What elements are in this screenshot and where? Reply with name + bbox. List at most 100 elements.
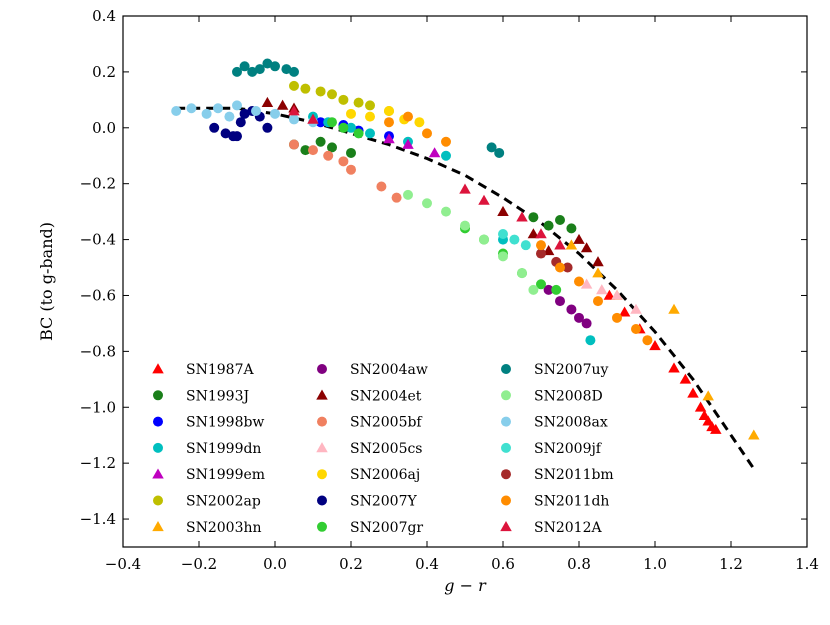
series-sn2006aj [346, 106, 425, 128]
legend-item: SN2011bm [501, 467, 614, 483]
legend-label: SN2003hn [186, 520, 262, 536]
data-point [543, 284, 554, 295]
x-tick-label: 0.4 [415, 555, 439, 573]
legend-item: SN2004et [316, 388, 422, 404]
series-sn1987a [603, 289, 722, 434]
legend-item: SN2005bf [317, 415, 423, 431]
data-point [251, 106, 261, 117]
data-point [327, 117, 337, 128]
data-point [327, 89, 337, 100]
y-tick-label: 0.2 [92, 63, 116, 81]
data-point [414, 117, 425, 128]
data-point [555, 296, 565, 307]
legend-item: SN2008D [501, 388, 603, 404]
data-point [376, 181, 387, 192]
data-point [516, 211, 528, 222]
data-point [220, 128, 231, 139]
x-tick-label: 1.0 [643, 555, 667, 573]
legend-label: SN2005bf [350, 415, 423, 431]
legend-marker [317, 521, 327, 532]
legend-item: SN1998bw [153, 415, 264, 431]
y-tick-label: −0.6 [80, 286, 116, 304]
data-point [315, 86, 326, 97]
data-point [580, 242, 593, 253]
legend-marker [501, 416, 511, 427]
legend-marker [317, 469, 327, 480]
data-point [346, 164, 356, 175]
data-point [574, 312, 584, 323]
data-point [585, 335, 596, 346]
data-point [554, 239, 566, 250]
data-point [289, 80, 299, 91]
data-point [270, 108, 280, 119]
legend-marker [501, 364, 511, 374]
legend-marker [316, 389, 328, 400]
legend-item: SN2002ap [153, 494, 261, 510]
legend-item: SN2009jf [501, 441, 603, 457]
data-point [239, 61, 250, 72]
legend-label: SN2011bm [534, 467, 614, 483]
data-point [300, 145, 311, 156]
data-point [224, 111, 235, 122]
legend-item: SN1993J [153, 388, 249, 404]
legend-label: SN2005cs [350, 441, 423, 457]
data-point [307, 113, 319, 124]
data-point [288, 105, 300, 116]
data-point [346, 108, 356, 119]
data-point [403, 111, 413, 122]
data-point [593, 296, 603, 307]
data-point [592, 267, 604, 278]
x-tick-label: −0.2 [181, 555, 217, 573]
series-sn2008ax [171, 100, 318, 128]
data-point [528, 284, 539, 295]
data-point [289, 114, 299, 125]
data-point [365, 111, 375, 122]
data-point [631, 324, 641, 335]
data-point [679, 373, 692, 384]
data-point [270, 61, 280, 72]
data-point [186, 103, 197, 114]
data-point [566, 304, 577, 315]
data-point [315, 136, 326, 147]
y-tick-label: −1.0 [80, 398, 116, 416]
data-point [261, 96, 274, 107]
legend-item: SN1987A [152, 362, 254, 378]
series-sn2012a [288, 105, 566, 250]
data-point [232, 66, 242, 77]
data-point [391, 192, 402, 203]
legend-label: SN1999dn [186, 441, 261, 457]
data-point [209, 122, 220, 133]
y-tick-label: −1.4 [80, 510, 116, 528]
data-point [402, 138, 414, 149]
data-point [592, 256, 604, 267]
data-point [536, 279, 546, 290]
data-point [748, 429, 760, 440]
data-point [611, 289, 623, 300]
data-point [384, 117, 394, 128]
legend-marker [317, 495, 327, 506]
legend-item: SN2003hn [152, 520, 262, 536]
data-point [384, 106, 394, 117]
data-point [668, 362, 680, 373]
data-point [232, 131, 242, 142]
legend-label: SN2004et [350, 388, 422, 404]
legend-label: SN2012A [534, 520, 602, 536]
data-point [562, 262, 573, 273]
legend-item: SN2007Y [317, 494, 417, 510]
data-point [603, 289, 616, 300]
data-point [353, 128, 364, 139]
data-point [235, 117, 246, 128]
data-point [555, 262, 565, 273]
legend-item: SN2006aj [317, 467, 420, 483]
y-tick-label: −0.8 [80, 342, 116, 360]
data-point [232, 100, 242, 111]
data-point [315, 117, 326, 128]
data-point [612, 312, 622, 323]
axis-ticks: −0.4 −0.2 0.0 0.2 0.4 0.6 0.8 1.0 1.2 1.4 0.4 0.2 0.… [80, 7, 819, 573]
data-point [422, 128, 432, 139]
data-point [308, 145, 318, 156]
data-point [555, 215, 565, 226]
data-point [687, 387, 699, 398]
data-point [365, 128, 375, 139]
legend-item: SN1999em [152, 467, 265, 483]
